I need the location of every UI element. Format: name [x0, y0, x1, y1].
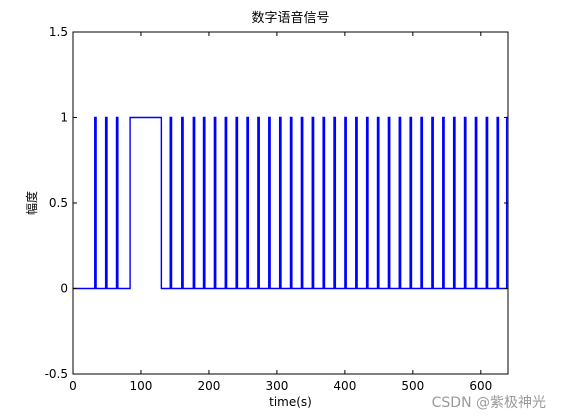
x-tick-label: 500 — [401, 379, 424, 393]
x-tick-label: 100 — [130, 379, 153, 393]
y-tick-label: 0.5 — [49, 196, 68, 210]
x-tick-label: 300 — [265, 379, 288, 393]
x-tick-label: 600 — [469, 379, 492, 393]
chart-title: 数字语音信号 — [251, 10, 329, 26]
y-tick-label: 1.5 — [49, 25, 68, 39]
y-axis: -0.5 0 0.5 1 1.5 — [45, 25, 508, 381]
x-axis: 0 100 200 300 400 500 600 — [69, 32, 492, 393]
series-line-0 — [73, 116, 508, 290]
x-tick-label: 200 — [197, 379, 220, 393]
x-tick-label: 400 — [333, 379, 356, 393]
y-tick-label: -0.5 — [45, 367, 68, 381]
x-tick-label: 0 — [69, 379, 77, 393]
y-tick-label: 1 — [60, 111, 68, 125]
x-axis-label: time(s) — [269, 395, 312, 409]
y-axis-label: 幅度 — [24, 191, 39, 215]
y-tick-label: 0 — [60, 282, 68, 296]
series-layer — [73, 116, 508, 290]
watermark: CSDN @紫极神光 — [432, 395, 546, 411]
